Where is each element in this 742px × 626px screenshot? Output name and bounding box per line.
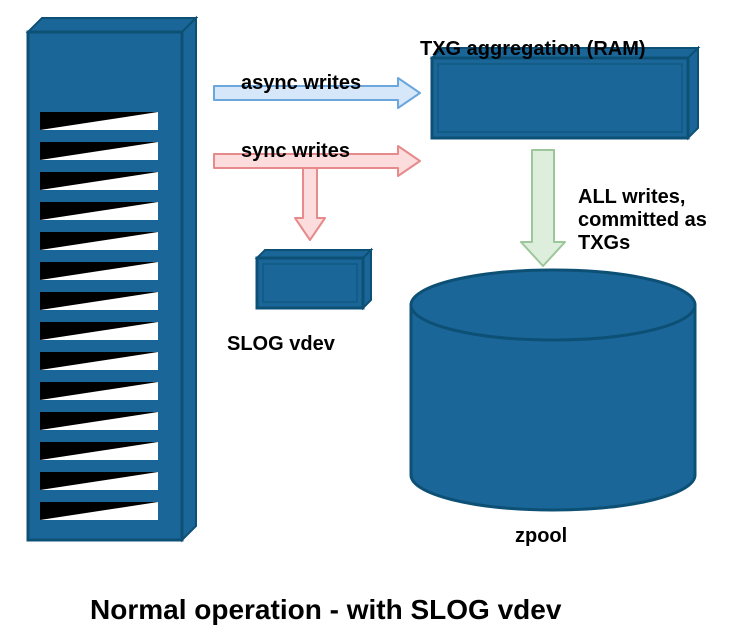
commit-label: ALL writes, committed as TXGs [578,186,707,255]
slog-label: SLOG vdev [227,333,335,356]
server-tower [28,18,196,540]
txg-box [432,48,698,138]
sync-label: sync writes [241,140,350,163]
slog-box [257,250,371,308]
commit-arrow [521,150,565,266]
txg-label: TXG aggregation (RAM) [420,38,646,61]
zpool-label: zpool [515,525,567,548]
caption: Normal operation - with SLOG vdev [90,594,561,626]
async-label: async writes [241,72,361,95]
zpool-cylinder [411,270,695,510]
